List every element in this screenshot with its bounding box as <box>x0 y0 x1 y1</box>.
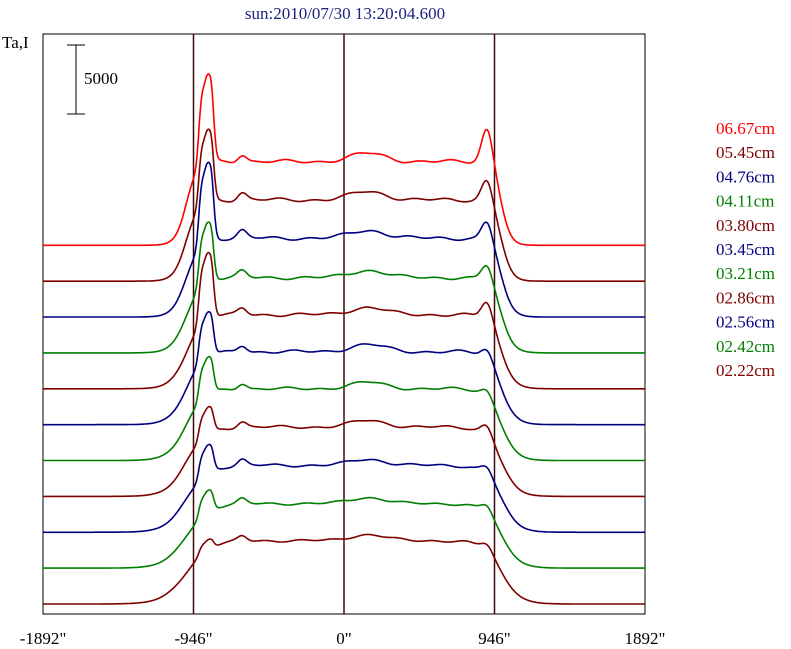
series-line-02.56cm <box>43 443 645 534</box>
chart-title: sun:2010/07/30 13:20:04.600 <box>245 4 445 23</box>
legend-entry-03.80cm: 03.80cm <box>716 216 775 235</box>
scale-bar: 5000 <box>67 44 118 115</box>
vertical-markers <box>192 34 496 614</box>
legend-entry-04.76cm: 04.76cm <box>716 167 775 186</box>
legend-entry-02.22cm: 02.22cm <box>716 361 775 380</box>
series-line-02.86cm <box>43 405 645 498</box>
x-tick-label-3: 946" <box>478 629 510 648</box>
series-line-04.76cm <box>43 161 645 318</box>
series-line-02.42cm <box>43 489 645 569</box>
x-tick-label-1: -946" <box>174 629 212 648</box>
x-tick-labels: -1892" -946" 0" 946" 1892" <box>20 629 666 648</box>
legend-entry-05.45cm: 05.45cm <box>716 143 775 162</box>
x-tick-label-2: 0" <box>336 629 351 648</box>
legend-entry-03.45cm: 03.45cm <box>716 240 775 259</box>
series-line-03.21cm <box>43 355 645 462</box>
legend-entry-02.56cm: 02.56cm <box>716 313 775 332</box>
series-line-05.45cm <box>43 128 645 282</box>
y-axis-label: Ta,I <box>2 33 29 52</box>
legend-entry-06.67cm: 06.67cm <box>716 119 775 138</box>
series-line-02.22cm <box>43 533 645 605</box>
series-line-03.45cm <box>43 310 645 426</box>
series-lines <box>43 73 645 605</box>
series-line-06.67cm <box>43 73 645 247</box>
series-line-04.11cm <box>43 221 645 354</box>
legend-entry-02.86cm: 02.86cm <box>716 288 775 307</box>
legend-entry-04.11cm: 04.11cm <box>716 192 774 211</box>
legend: 06.67cm 05.45cm 04.76cm 04.11cm 03.80cm 03.45… <box>716 119 775 380</box>
legend-entry-02.42cm: 02.42cm <box>716 337 775 356</box>
scale-bar-label: 5000 <box>84 69 118 88</box>
legend-entry-03.21cm: 03.21cm <box>716 264 775 283</box>
x-tick-label-4: 1892" <box>625 629 666 648</box>
x-tick-label-0: -1892" <box>20 629 67 648</box>
series-line-03.80cm <box>43 251 645 390</box>
